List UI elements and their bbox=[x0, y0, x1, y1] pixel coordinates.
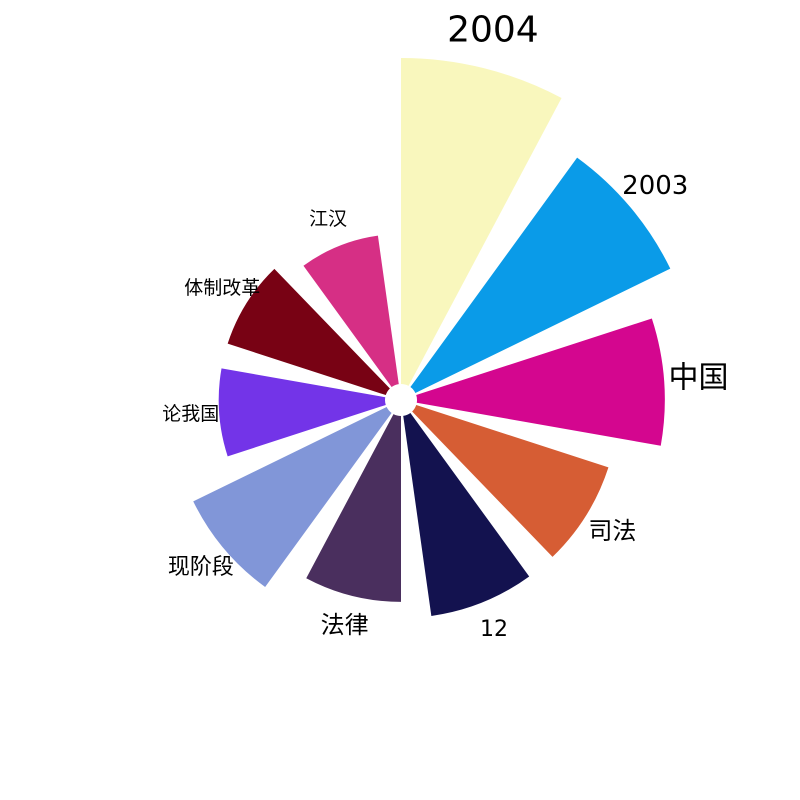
bar-label-1: 2004 bbox=[447, 9, 539, 50]
bar-6 bbox=[306, 414, 401, 602]
bar-2 bbox=[410, 157, 671, 393]
bar-8 bbox=[218, 368, 386, 457]
bar-label-2: 2003 bbox=[622, 171, 688, 201]
bar-9 bbox=[227, 268, 390, 396]
bar-10 bbox=[303, 235, 399, 388]
bar-3 bbox=[416, 318, 665, 446]
bar-label-5: 12 bbox=[480, 617, 508, 642]
bar-label-7: 现阶段 bbox=[168, 555, 234, 580]
bar-1 bbox=[401, 58, 562, 386]
bar-4 bbox=[412, 404, 609, 557]
bar-label-4: 司法 bbox=[588, 517, 636, 545]
bar-label-3: 中国 bbox=[669, 361, 729, 396]
bars-group bbox=[193, 58, 671, 616]
bar-label-10: 江汉 bbox=[309, 208, 347, 230]
bar-label-8: 论我国 bbox=[162, 403, 219, 425]
bar-label-9: 体制改革 bbox=[184, 277, 260, 299]
bar-7 bbox=[193, 407, 392, 588]
bar-label-6: 法律 bbox=[321, 611, 369, 639]
bar-5 bbox=[403, 412, 530, 616]
